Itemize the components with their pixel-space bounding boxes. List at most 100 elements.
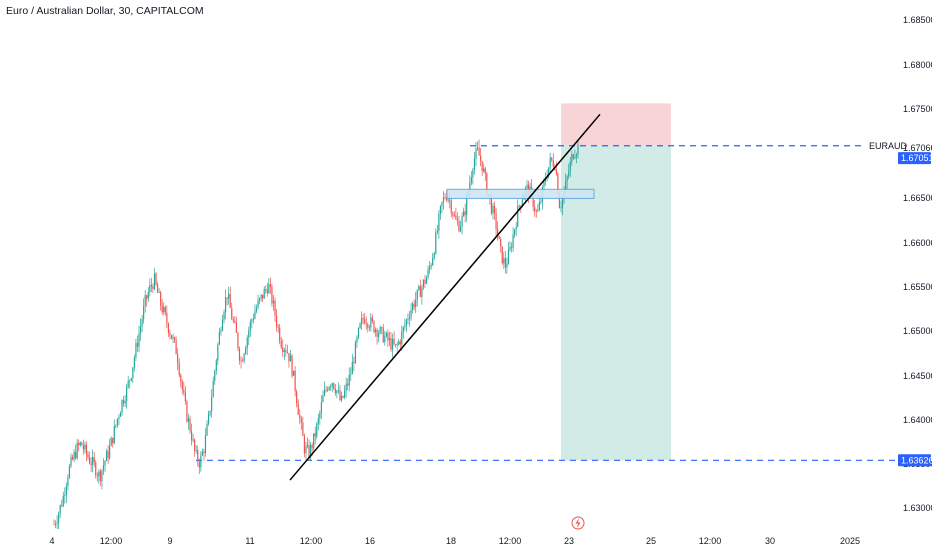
candle-body <box>283 349 285 353</box>
candle-body <box>340 395 343 400</box>
y-tick-label: 1.67500 <box>903 104 932 114</box>
candle-body <box>382 327 384 343</box>
candle-body <box>64 495 66 496</box>
candle-body <box>136 342 139 347</box>
candle-body <box>229 293 231 308</box>
candle-body <box>206 423 208 436</box>
rectangle-zone[interactable] <box>446 188 595 199</box>
x-tick-label: 12:00 <box>499 536 522 546</box>
candle-body <box>172 337 174 339</box>
candle-body <box>241 360 244 362</box>
candle-body <box>169 333 171 336</box>
x-tick-label: 11 <box>245 536 254 546</box>
candle-body <box>297 403 299 415</box>
candle-body <box>368 327 370 329</box>
candle-body <box>569 161 571 172</box>
candle-body <box>220 330 222 332</box>
candle-body <box>200 455 202 468</box>
candle-body <box>218 331 220 345</box>
candle-body <box>483 168 485 172</box>
candle-body <box>149 284 151 293</box>
candle-body <box>132 367 134 379</box>
candle-body <box>413 303 415 308</box>
candle-body <box>461 216 463 227</box>
candle-body <box>87 454 89 458</box>
candle-body <box>96 475 98 477</box>
candle-body <box>116 418 118 425</box>
candle-body <box>115 424 117 427</box>
candle-body <box>84 444 86 450</box>
candle-body <box>201 451 203 456</box>
candle-body <box>221 319 224 331</box>
candle-body <box>433 253 435 258</box>
y-tick-label: 1.64000 <box>903 415 932 425</box>
candle-body <box>419 286 421 297</box>
candle-body <box>119 412 122 417</box>
candle-body <box>58 513 60 523</box>
candle-body <box>255 307 258 312</box>
candle-body <box>395 344 397 345</box>
candle-body <box>177 354 179 363</box>
support-price-label: 1.63626 <box>901 455 932 465</box>
candle-body <box>370 317 372 328</box>
candle-body <box>75 451 77 459</box>
candle-body <box>526 184 528 189</box>
candle-body <box>78 442 80 446</box>
candle-body <box>282 347 284 353</box>
candle-body <box>391 338 394 350</box>
y-tick-label: 1.66000 <box>903 238 932 248</box>
candle-body <box>223 312 225 320</box>
candle-body <box>303 436 306 454</box>
candle-body <box>399 341 401 345</box>
candle-body <box>234 320 236 323</box>
x-tick-label: 18 <box>446 536 456 546</box>
candle-body <box>190 431 193 441</box>
candle-body <box>265 288 267 290</box>
candle-body <box>166 312 168 324</box>
zones-layer <box>561 103 671 461</box>
stop-loss-zone[interactable] <box>561 103 671 146</box>
candle-body <box>254 311 256 319</box>
candle-body <box>405 319 408 326</box>
candle-body <box>388 338 391 341</box>
candle-body <box>472 169 474 178</box>
candle-body <box>492 205 494 214</box>
dashed-lines-layer <box>196 145 898 461</box>
candle-body <box>184 392 186 402</box>
candle-body <box>408 317 411 320</box>
candle-body <box>449 199 451 201</box>
candle-body <box>153 273 156 290</box>
candle-body <box>277 326 279 328</box>
candle-body <box>187 418 190 422</box>
candle-body <box>135 342 137 358</box>
candle-body <box>412 303 414 310</box>
candle-body <box>323 389 326 396</box>
candle-body <box>506 264 508 268</box>
candle-body <box>122 399 125 404</box>
candle-body <box>336 390 338 394</box>
candle-body <box>376 329 378 337</box>
x-tick-label: 30 <box>765 536 775 546</box>
candle-body <box>532 192 534 208</box>
candle-body <box>415 299 417 308</box>
candle-body <box>246 337 248 349</box>
candle-body <box>571 154 573 162</box>
candle-body <box>314 433 316 437</box>
candle-body <box>161 305 163 313</box>
candle-body <box>427 269 429 278</box>
candle-body <box>101 470 103 482</box>
candle-body <box>249 321 251 331</box>
candle-body <box>548 167 550 178</box>
candle-body <box>183 389 185 393</box>
trendline[interactable] <box>289 113 601 481</box>
candle-body <box>300 418 302 423</box>
candle-body <box>373 321 375 333</box>
candle-body <box>459 226 462 232</box>
candle-body <box>61 505 63 507</box>
candle-body <box>429 266 431 270</box>
candle-body <box>356 337 358 343</box>
candle-body <box>561 198 564 208</box>
candle-body <box>342 395 344 398</box>
